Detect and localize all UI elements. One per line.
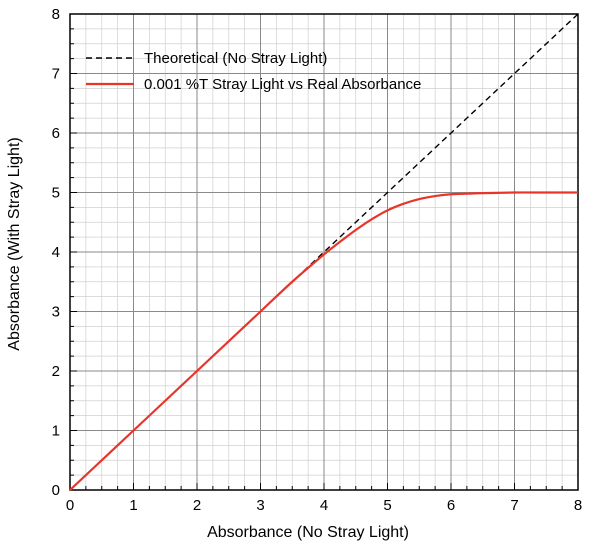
x-tick-label: 7 <box>510 497 518 514</box>
legend-label-stray-light: 0.001 %T Stray Light vs Real Absorbance <box>144 76 421 93</box>
series-stray-light-line <box>69 191 578 491</box>
x-tick-label: 0 <box>66 497 74 514</box>
x-tick-label: 1 <box>129 497 137 514</box>
x-tick-label: 8 <box>574 497 582 514</box>
x-tick-label: 2 <box>193 497 201 514</box>
x-tick-label: 6 <box>447 497 455 514</box>
y-tick-label: 7 <box>52 66 60 83</box>
y-axis-title: Absorbance (With Stray Light) <box>6 137 23 350</box>
y-tick-label: 8 <box>52 6 60 23</box>
y-tick-label: 6 <box>52 125 60 142</box>
x-tick-labels: 0 1 2 3 4 5 6 7 8 <box>66 497 582 514</box>
x-axis-title: Absorbance (No Stray Light) <box>207 524 409 541</box>
y-tick-label: 1 <box>52 423 60 440</box>
legend-label-theoretical: Theoretical (No Stray Light) <box>144 50 327 67</box>
x-tick-label: 5 <box>383 497 391 514</box>
legend: Theoretical (No Stray Light) 0.001 %T St… <box>86 50 421 93</box>
series-theoretical-line <box>69 13 579 491</box>
series-layer <box>69 13 579 491</box>
y-tick-label: 0 <box>52 482 60 499</box>
x-tick-label: 3 <box>256 497 264 514</box>
y-tick-label: 3 <box>52 304 60 321</box>
y-tick-label: 2 <box>52 363 60 380</box>
x-tick-label: 4 <box>320 497 328 514</box>
y-tick-label: 5 <box>52 185 60 202</box>
y-tick-labels: 0 1 2 3 4 5 6 7 8 <box>52 6 60 499</box>
axis-ticks <box>69 13 579 491</box>
y-tick-label: 4 <box>52 244 60 261</box>
